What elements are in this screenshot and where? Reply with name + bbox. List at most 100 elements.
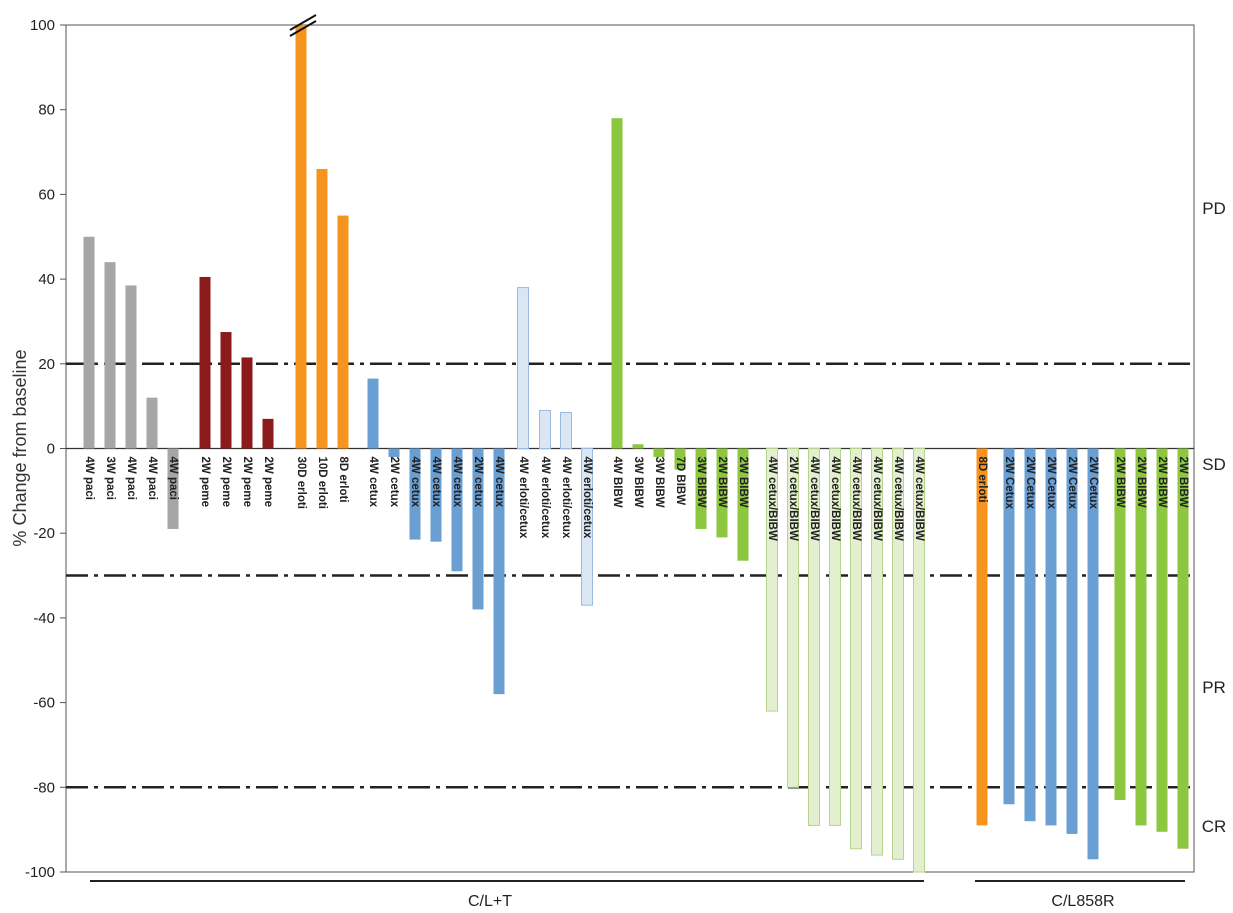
bar bbox=[295, 25, 307, 449]
bar-label: 2W peme bbox=[220, 457, 232, 508]
bar-label: 4W cetux/BIBW bbox=[850, 457, 862, 541]
bar-label: 3W BIBW bbox=[632, 457, 644, 508]
bar-label: 2W BIBW bbox=[1177, 457, 1189, 508]
bar bbox=[766, 448, 778, 712]
bar bbox=[653, 448, 665, 457]
bar bbox=[808, 448, 820, 826]
bar-label: 2W BIBW bbox=[1135, 457, 1147, 508]
bar-label: 2W Cetux bbox=[1003, 457, 1015, 510]
bar-label: 2W BIBW bbox=[716, 457, 728, 508]
bar-label: 4W BIBW bbox=[611, 457, 623, 508]
bar-label: 2W cetux bbox=[472, 457, 484, 508]
bar bbox=[1003, 448, 1015, 805]
bar bbox=[560, 412, 572, 450]
bar-label: 4W cetux bbox=[451, 457, 463, 508]
bar bbox=[262, 418, 274, 449]
y-tick-label: 100 bbox=[30, 17, 55, 34]
bar bbox=[632, 444, 644, 449]
bar bbox=[409, 448, 421, 540]
bar-label: 4W cetux bbox=[409, 457, 421, 508]
y-tick-label: 20 bbox=[38, 356, 55, 373]
bar-label: 10D erloti bbox=[316, 457, 328, 509]
bar-label: 8D erloti bbox=[976, 457, 988, 503]
bar-label: 2W BIBW bbox=[737, 457, 749, 508]
bar-label: 2W cetux bbox=[388, 457, 400, 508]
bar bbox=[871, 448, 883, 856]
bar-label: 4W erloti/cetux bbox=[539, 457, 551, 539]
y-tick-label: 0 bbox=[47, 441, 55, 458]
bar-label: 4W paci bbox=[146, 457, 158, 500]
bar-label: 4W erloti/cetux bbox=[517, 457, 529, 539]
bar-label: 4W erloti/cetux bbox=[560, 457, 572, 539]
bar bbox=[199, 276, 211, 449]
zone-label-sd: SD bbox=[1202, 455, 1226, 474]
bar bbox=[1045, 448, 1057, 826]
bar bbox=[850, 448, 862, 850]
bar bbox=[104, 262, 116, 449]
bar-label: 2W peme bbox=[199, 457, 211, 508]
bar-label: 4W cetux/BIBW bbox=[808, 457, 820, 541]
bar-label: 3W BIBW bbox=[695, 457, 707, 508]
group-label-cl-t: C/L+T bbox=[468, 893, 512, 910]
bar bbox=[829, 448, 841, 826]
bar-label: 2W Cetux bbox=[1045, 457, 1057, 510]
bar-label: 4W cetux bbox=[493, 457, 505, 508]
bar bbox=[674, 448, 686, 470]
y-tick-label: 40 bbox=[38, 271, 55, 288]
bar bbox=[976, 448, 988, 826]
bar bbox=[337, 215, 349, 449]
bar-label: 7D BIBW bbox=[674, 457, 686, 506]
bar bbox=[611, 118, 623, 449]
bar bbox=[125, 285, 137, 449]
bar-label: 2W BIBW bbox=[1114, 457, 1126, 508]
y-axis-label: % Change from baseline bbox=[10, 349, 30, 546]
bar-label: 2W peme bbox=[262, 457, 274, 508]
y-tick-label: -60 bbox=[33, 695, 55, 712]
bar bbox=[451, 448, 463, 572]
bar bbox=[220, 332, 232, 449]
bar bbox=[1177, 448, 1189, 849]
bar-label: 30D erloti bbox=[295, 457, 307, 509]
bar bbox=[539, 409, 551, 450]
bar bbox=[737, 448, 749, 561]
bar bbox=[388, 448, 400, 457]
y-tick-label: -80 bbox=[33, 779, 55, 796]
bar bbox=[472, 448, 484, 610]
bar bbox=[83, 236, 95, 449]
bar-label: 3W paci bbox=[104, 457, 116, 500]
y-tick-label: 60 bbox=[38, 186, 55, 203]
bar bbox=[1114, 448, 1126, 801]
bar-label: 2W peme bbox=[241, 457, 253, 508]
bar-label: 4W cetux/BIBW bbox=[766, 457, 778, 541]
bar-label: 4W paci bbox=[125, 457, 137, 500]
bar-label: 2W BIBW bbox=[1156, 457, 1168, 508]
bar bbox=[1135, 448, 1147, 826]
bar bbox=[367, 378, 379, 449]
bar bbox=[1024, 448, 1036, 822]
bar bbox=[892, 448, 904, 860]
y-tick-label: -40 bbox=[33, 610, 55, 627]
bar bbox=[493, 448, 505, 695]
bar-label: 2W Cetux bbox=[1024, 457, 1036, 510]
bar bbox=[316, 168, 328, 449]
bar-label: 4W cetux bbox=[430, 457, 442, 508]
zone-label-pd: PD bbox=[1202, 199, 1226, 218]
bar bbox=[716, 448, 728, 538]
bar bbox=[695, 448, 707, 529]
bar-label: 4W paci bbox=[167, 457, 179, 500]
y-tick-label: -100 bbox=[25, 864, 55, 881]
bar bbox=[146, 397, 158, 449]
bar bbox=[517, 287, 529, 449]
bar-label: 4W cetux/BIBW bbox=[892, 457, 904, 541]
bar-label: 4W paci bbox=[83, 457, 95, 500]
bar-label: 4W cetux bbox=[367, 457, 379, 508]
bar-label: 8D erloti bbox=[337, 457, 349, 503]
bar bbox=[1156, 448, 1168, 832]
group-label-cl858r: C/L858R bbox=[1051, 893, 1114, 910]
zone-label-pr: PR bbox=[1202, 678, 1226, 697]
bar bbox=[1087, 448, 1099, 860]
bar bbox=[1066, 448, 1078, 834]
bar bbox=[167, 448, 179, 529]
bar-label: 4W cetux/BIBW bbox=[913, 457, 925, 541]
